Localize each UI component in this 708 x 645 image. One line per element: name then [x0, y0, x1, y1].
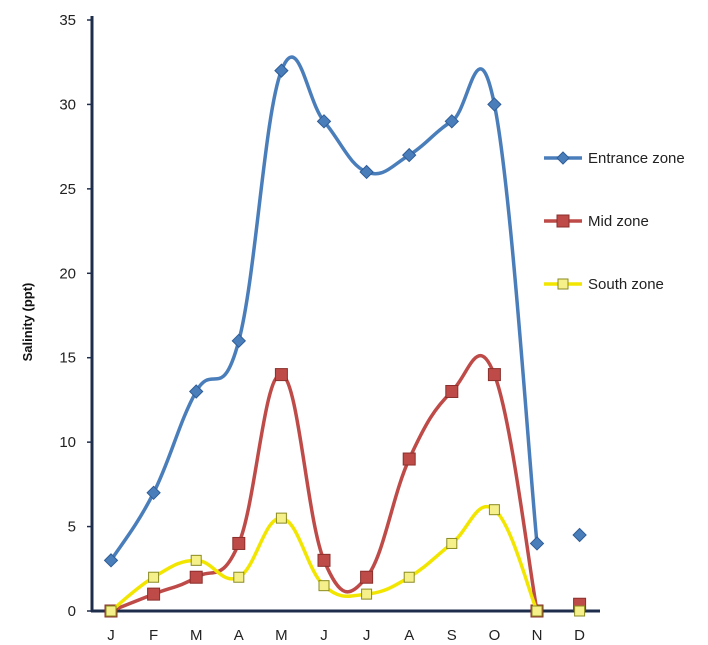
x-tick-label: M	[275, 627, 288, 644]
data-point	[190, 554, 202, 566]
data-point	[361, 588, 373, 600]
y-tick-label: 25	[59, 181, 76, 198]
legend-label: South zone	[588, 276, 664, 293]
data-point	[317, 553, 331, 567]
y-tick-label: 10	[59, 434, 76, 451]
legend: Entrance zone Mid zone South zone	[544, 150, 685, 293]
series-layer	[103, 55, 587, 618]
data-point	[360, 570, 374, 584]
legend-marker	[556, 151, 570, 165]
legend-item: Entrance zone	[544, 150, 685, 167]
data-point	[274, 63, 289, 78]
legend-label: Mid zone	[588, 213, 649, 230]
x-tick-label: J	[363, 627, 371, 644]
data-point	[445, 384, 459, 398]
legend-item: South zone	[544, 276, 664, 293]
data-point	[231, 333, 247, 349]
data-point	[529, 536, 545, 551]
data-point	[487, 97, 502, 112]
x-tick-label: M	[190, 627, 203, 644]
data-point	[444, 114, 460, 129]
x-tick-label: J	[320, 627, 328, 644]
data-point	[188, 384, 204, 399]
data-point	[275, 512, 287, 524]
data-point	[189, 570, 203, 584]
data-point	[233, 571, 245, 583]
legend-item: Mid zone	[544, 213, 649, 230]
data-point	[402, 452, 416, 466]
data-point	[316, 114, 332, 129]
series-line	[109, 55, 539, 563]
legend-marker	[557, 278, 569, 290]
y-tick-label: 5	[68, 519, 76, 536]
data-point	[147, 587, 161, 601]
x-tick-label: S	[447, 627, 457, 644]
x-tick-label: F	[149, 627, 158, 644]
data-point	[446, 537, 458, 549]
data-point	[318, 580, 330, 592]
y-tick-labels: 0 5 10 15 20 25 30 35	[59, 12, 92, 620]
data-point	[488, 504, 500, 516]
x-tick-label: A	[234, 627, 244, 644]
y-tick-label: 30	[59, 96, 76, 113]
data-point	[487, 368, 501, 382]
data-point	[572, 527, 587, 543]
x-tick-label: D	[574, 627, 585, 644]
series-line	[109, 354, 539, 613]
data-point	[232, 536, 246, 550]
series-mid-zone	[104, 354, 587, 618]
data-point	[105, 605, 117, 617]
data-point	[103, 553, 119, 568]
x-tick-label: N	[532, 627, 543, 644]
data-point	[146, 485, 161, 501]
y-tick-label: 35	[59, 12, 76, 29]
data-point	[401, 147, 417, 163]
x-tick-label: O	[489, 627, 501, 644]
series-entrance-zone	[103, 55, 587, 568]
data-point	[531, 605, 543, 617]
y-tick-label: 15	[59, 350, 76, 367]
x-tick-label: J	[107, 627, 115, 644]
data-point	[359, 164, 374, 180]
y-axis-label: Salinity (ppt)	[20, 283, 35, 362]
axes	[90, 16, 600, 613]
data-point	[148, 571, 160, 583]
y-tick-label: 0	[68, 603, 76, 620]
legend-marker	[556, 214, 570, 228]
y-tick-label: 20	[59, 265, 76, 282]
series-south-zone	[105, 504, 586, 617]
data-point	[403, 571, 415, 583]
data-point	[274, 368, 288, 382]
legend-label: Entrance zone	[588, 150, 685, 167]
data-point	[574, 605, 586, 617]
x-tick-label: A	[404, 627, 414, 644]
